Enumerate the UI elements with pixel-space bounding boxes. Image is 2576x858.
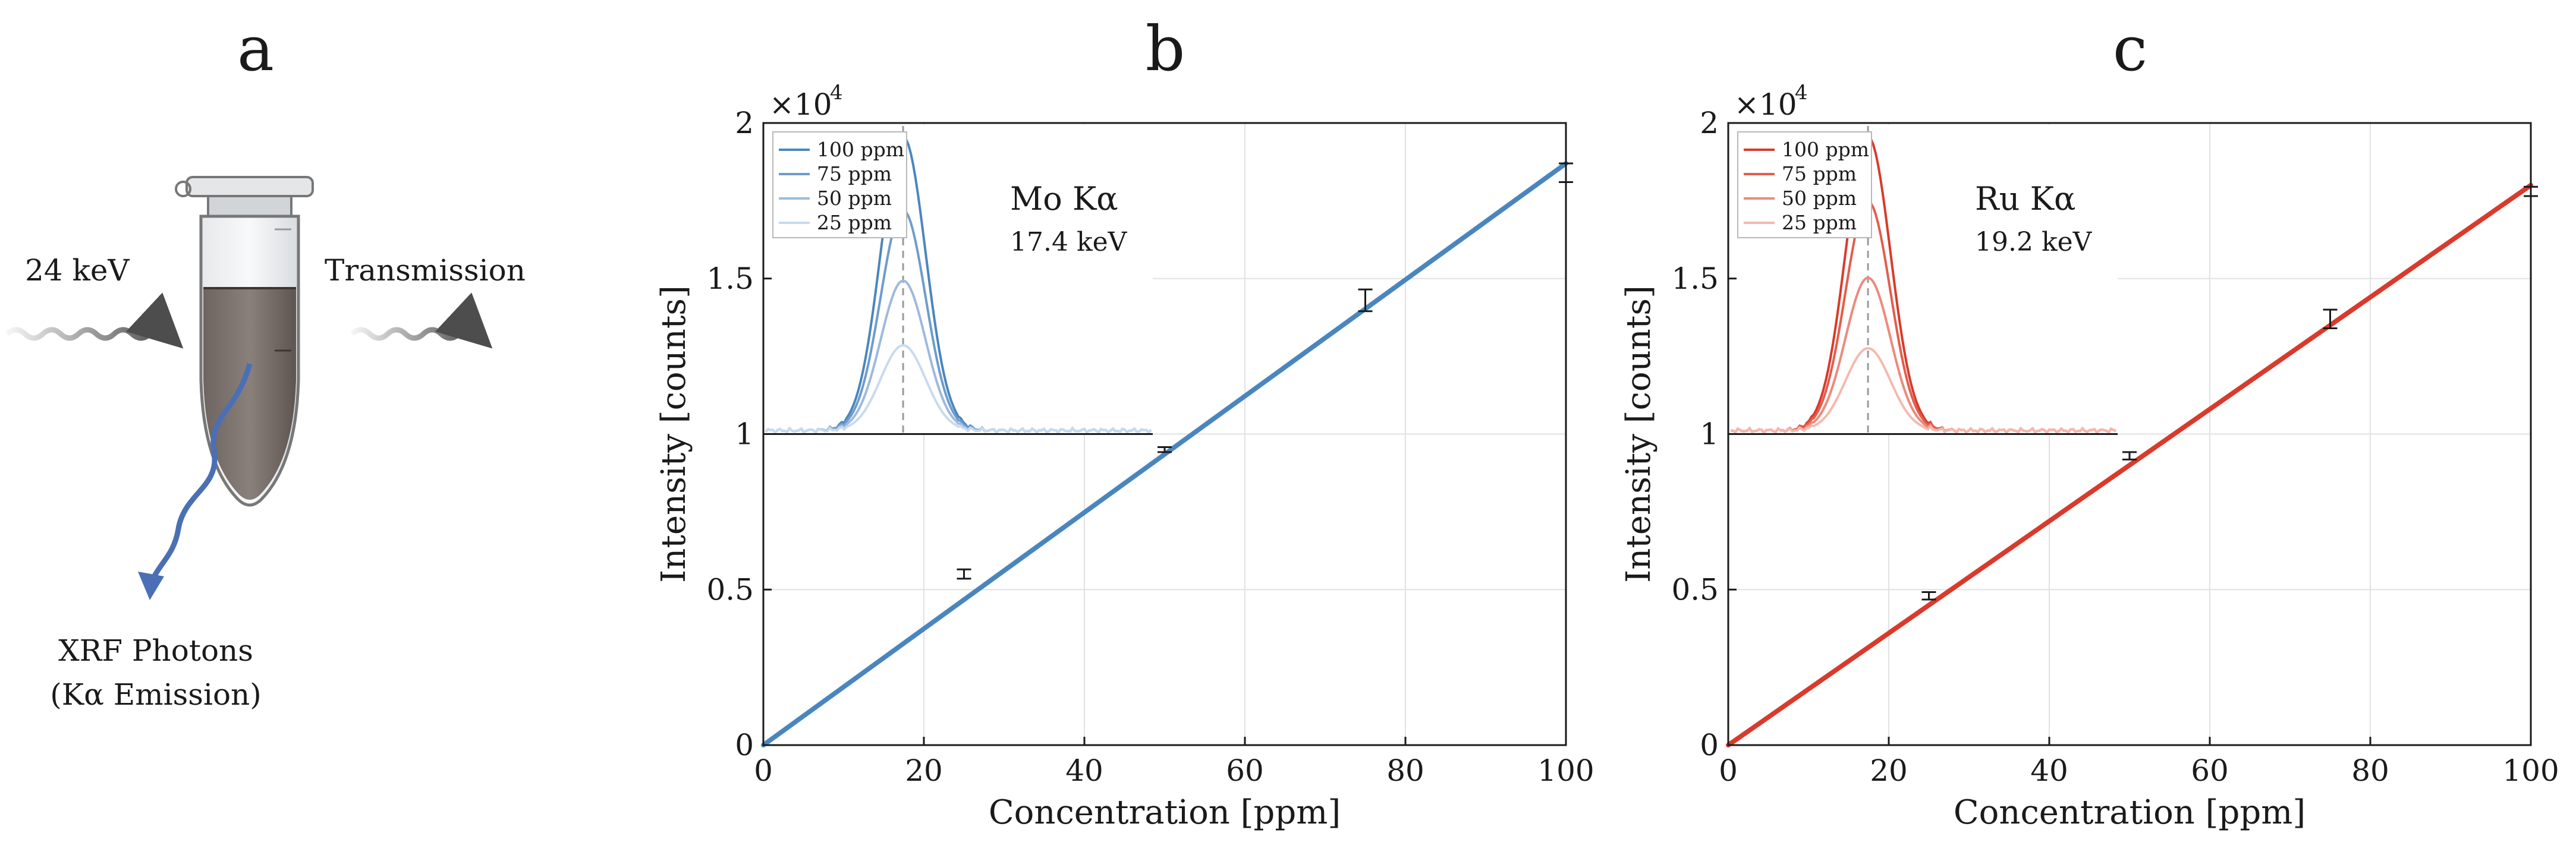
y-exponent-base: ×10 bbox=[769, 87, 832, 122]
panel-a-label: a bbox=[237, 12, 274, 85]
y-tick-label: 0.5 bbox=[1671, 572, 1719, 607]
y-tick-label: 2 bbox=[735, 106, 754, 140]
x-tick-label: 20 bbox=[905, 753, 943, 788]
y-tick-label: 1.5 bbox=[706, 261, 754, 296]
sample-tube bbox=[175, 176, 314, 507]
data-point bbox=[1158, 446, 1172, 453]
xrf-emission-arrow bbox=[147, 362, 253, 589]
x-tick-label: 80 bbox=[1386, 753, 1424, 788]
inset-peak-energy: 19.2 keV bbox=[1975, 227, 2093, 257]
y-exponent-base: ×10 bbox=[1734, 87, 1797, 122]
inset-peak-name: Ru Kα bbox=[1975, 180, 2075, 217]
x-tick-label: 0 bbox=[754, 753, 773, 788]
legend-entry: 100 ppm bbox=[1782, 138, 1869, 161]
y-axis-label: Intensity [counts] bbox=[655, 285, 693, 583]
x-tick-label: 100 bbox=[2502, 753, 2559, 788]
legend-entry: 50 ppm bbox=[1782, 187, 1857, 210]
x-tick-label: 0 bbox=[1719, 753, 1738, 788]
y-tick-label: 0 bbox=[735, 728, 754, 762]
x-tick-label: 40 bbox=[1065, 753, 1103, 788]
x-tick-label: 40 bbox=[2030, 753, 2068, 788]
data-point bbox=[1358, 288, 1373, 313]
beam-energy-label: 24 keV bbox=[25, 253, 130, 288]
ticks: 0 20 40 60 80 100 0 0.5 1 1.5 2 bbox=[1671, 106, 2559, 788]
x-axis-label: Concentration [ppm] bbox=[989, 793, 1341, 832]
legend-entry: 75 ppm bbox=[817, 162, 892, 185]
panel-b-label: b bbox=[1146, 12, 1185, 85]
fit-line-group bbox=[1726, 182, 2533, 747]
y-tick-label: 0 bbox=[1700, 728, 1719, 762]
inset-peak-energy: 17.4 keV bbox=[1010, 227, 1128, 257]
fit-line bbox=[1726, 182, 2533, 747]
y-exponent-power: 4 bbox=[1795, 81, 1808, 105]
xrf-label-line2: (Kα Emission) bbox=[50, 677, 262, 712]
xrf-arrow-head bbox=[138, 572, 164, 600]
data-point bbox=[1921, 591, 1936, 601]
data-point bbox=[2122, 451, 2137, 460]
x-tick-label: 100 bbox=[1537, 753, 1594, 788]
panel-c-label: c bbox=[2113, 12, 2147, 85]
x-tick-label: 60 bbox=[2191, 753, 2229, 788]
x-tick-label: 60 bbox=[1226, 753, 1264, 788]
legend-entry: 100 ppm bbox=[817, 138, 904, 161]
inset-spectrum-line bbox=[1730, 347, 2116, 435]
transmission-label: Transmission bbox=[325, 253, 526, 288]
data-point bbox=[2323, 308, 2338, 330]
y-tick-label: 1.5 bbox=[1671, 261, 1719, 296]
legend-entry: 75 ppm bbox=[1782, 162, 1857, 185]
xrf-label-line1: XRF Photons bbox=[58, 633, 253, 668]
data-point bbox=[957, 568, 971, 580]
ticks: 0 20 40 60 80 100 0 0.5 1 1.5 2 bbox=[706, 106, 1594, 788]
legend-entry: 25 ppm bbox=[817, 211, 892, 234]
incident-beam-arrow bbox=[5, 292, 184, 349]
y-tick-label: 1 bbox=[1700, 417, 1719, 452]
fit-line-group bbox=[761, 161, 1568, 747]
y-tick-label: 1 bbox=[735, 417, 754, 452]
x-axis-label: Concentration [ppm] bbox=[1954, 793, 2305, 832]
inset-spectrum-line bbox=[765, 344, 1152, 435]
points-group bbox=[1921, 185, 2538, 601]
transmitted-beam-arrow bbox=[350, 292, 493, 349]
x-tick-label: 80 bbox=[2351, 753, 2389, 788]
inset-peak-name: Mo Kα bbox=[1010, 180, 1118, 217]
y-tick-label: 2 bbox=[1700, 106, 1719, 140]
legend-entry: 25 ppm bbox=[1782, 211, 1857, 234]
x-tick-label: 20 bbox=[1870, 753, 1908, 788]
legend-entry: 50 ppm bbox=[817, 187, 892, 210]
panel-a: a 24 keV Transmission XRF Photons (Kα Em… bbox=[5, 12, 526, 712]
y-axis-label: Intensity [counts] bbox=[1619, 285, 1658, 583]
y-tick-label: 0.5 bbox=[706, 572, 754, 607]
y-exponent-power: 4 bbox=[830, 81, 843, 105]
fit-line bbox=[761, 161, 1568, 747]
